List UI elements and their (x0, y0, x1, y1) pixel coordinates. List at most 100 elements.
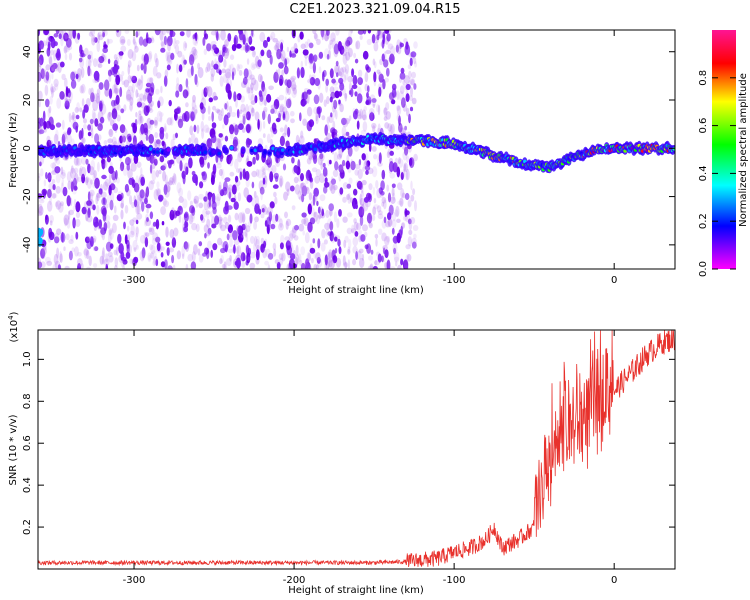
noise-speck (177, 118, 184, 129)
noise-speck (357, 168, 363, 180)
noise-speck (342, 196, 347, 203)
noise-speck (73, 157, 79, 166)
noise-speck (348, 177, 353, 185)
noise-speck (186, 111, 192, 118)
noise-speck (163, 35, 167, 46)
noise-speck (199, 181, 204, 189)
noise-speck (136, 204, 141, 215)
noise-speck (185, 102, 189, 108)
noise-speck (134, 199, 138, 208)
noise-speck (158, 169, 162, 175)
noise-speck (230, 197, 236, 203)
noise-speck (409, 95, 414, 101)
noise-speck (61, 231, 64, 243)
noise-speck (357, 86, 362, 96)
noise-speck (359, 257, 365, 268)
noise-speck (300, 246, 306, 256)
noise-speck (279, 218, 283, 228)
noise-speck (136, 161, 142, 168)
noise-speck (178, 196, 184, 204)
noise-speck (175, 44, 180, 55)
noise-speck (275, 213, 279, 222)
noise-speck (66, 195, 71, 207)
noise-speck (244, 207, 251, 215)
noise-speck (229, 171, 235, 177)
noise-speck (109, 229, 114, 240)
noise-speck (83, 118, 87, 124)
noise-speck (90, 127, 94, 139)
noise-speck (411, 79, 415, 86)
noise-speck (136, 213, 143, 220)
noise-speck (163, 163, 167, 170)
noise-speck (250, 235, 255, 244)
noise-speck (377, 213, 384, 220)
noise-speck (155, 57, 159, 68)
noise-speck (189, 200, 193, 206)
noise-speck (38, 99, 41, 108)
noise-speck (247, 87, 251, 94)
noise-speck (407, 218, 412, 225)
noise-speck (175, 90, 180, 98)
noise-speck (115, 94, 120, 105)
noise-speck (358, 182, 363, 191)
noise-speck (310, 257, 314, 264)
noise-speck (53, 133, 59, 145)
noise-speck (409, 217, 416, 225)
noise-speck (127, 85, 133, 92)
noise-speck (362, 114, 367, 121)
noise-speck (50, 86, 56, 93)
noise-speck (262, 120, 266, 129)
noise-speck (211, 111, 214, 122)
noise-speck (374, 259, 378, 266)
noise-speck (193, 48, 198, 56)
noise-speck (112, 123, 119, 131)
noise-speck (119, 135, 124, 144)
noise-speck (250, 251, 256, 259)
noise-speck (187, 190, 192, 201)
noise-speck (373, 260, 380, 266)
noise-speck (377, 30, 381, 36)
noise-speck (132, 240, 138, 251)
noise-speck (321, 228, 326, 239)
noise-speck (224, 221, 230, 229)
noise-speck (300, 262, 306, 269)
noise-speck (72, 217, 76, 229)
noise-speck (139, 40, 145, 46)
noise-speck (108, 128, 113, 136)
noise-speck (194, 137, 199, 146)
noise-speck (320, 161, 324, 170)
noise-speck (210, 73, 214, 82)
noise-speck (396, 90, 400, 101)
noise-speck (154, 140, 161, 151)
ridge-cell (250, 148, 254, 153)
noise-speck (262, 206, 269, 215)
noise-speck (99, 116, 105, 124)
noise-speck (53, 49, 57, 61)
noise-speck (87, 131, 92, 137)
noise-speck (383, 51, 387, 62)
noise-speck (352, 245, 358, 254)
noise-speck (260, 49, 265, 57)
noise-speck (72, 113, 77, 123)
noise-speck (171, 254, 175, 264)
noise-speck (344, 235, 349, 243)
noise-speck (297, 190, 302, 200)
noise-speck (305, 258, 310, 268)
noise-speck (325, 84, 328, 93)
noise-speck (330, 91, 336, 99)
noise-speck (319, 194, 326, 202)
noise-speck (332, 86, 339, 92)
noise-speck (201, 111, 205, 121)
noise-speck (414, 61, 418, 68)
noise-speck (50, 49, 55, 56)
noise-speck (89, 54, 94, 63)
noise-speck (88, 88, 92, 95)
noise-speck (120, 197, 124, 210)
noise-speck (149, 164, 153, 174)
noise-speck (404, 44, 411, 56)
noise-speck (217, 138, 222, 150)
noise-speck (101, 174, 107, 180)
noise-speck (319, 92, 324, 104)
